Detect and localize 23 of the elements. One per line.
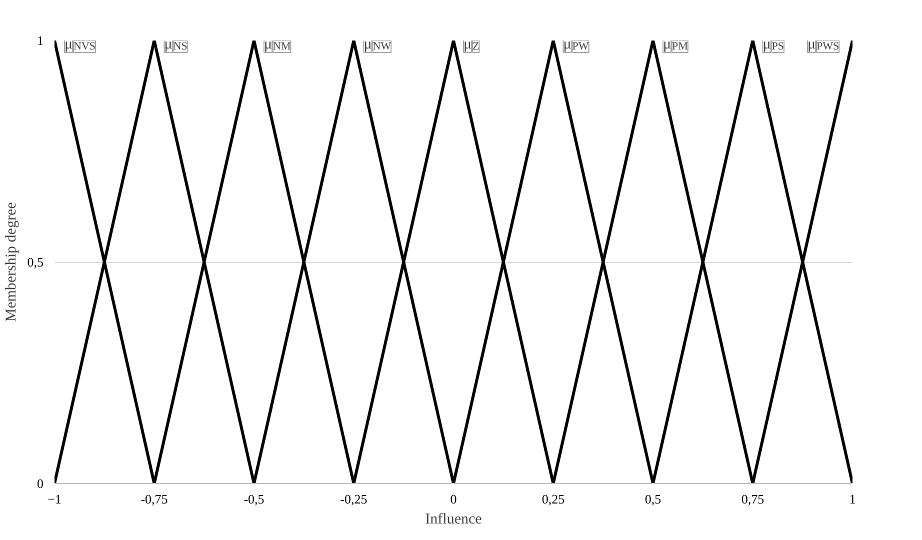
x-tick-label: -0,25 — [340, 492, 368, 506]
series-label: μPM — [663, 36, 688, 52]
x-tick-label: 0,5 — [644, 492, 662, 506]
x-tick-label: 0,25 — [542, 492, 565, 506]
y-axis-title: Membership degree — [3, 202, 20, 322]
series-label: μPW — [563, 36, 590, 52]
series-label: μNW — [364, 36, 392, 52]
x-tick-label: 0 — [450, 492, 457, 506]
x-tick-label: 1 — [849, 492, 856, 506]
x-tick-label: 0,75 — [741, 492, 764, 506]
x-tick-label: -0,5 — [244, 492, 264, 506]
x-tick-label: −1 — [48, 492, 62, 506]
series-label: μNS — [164, 36, 188, 52]
y-tick-label: 0 — [37, 476, 44, 491]
y-tick-label: 0,5 — [27, 254, 44, 270]
series-label: μNM — [264, 36, 291, 52]
series-label: μPS — [762, 36, 784, 52]
series-label: μNVS — [64, 36, 96, 52]
series-label: μPWS — [808, 36, 840, 52]
y-tick-label: 1 — [37, 33, 44, 48]
series-label: μZ — [464, 36, 480, 52]
x-tick-label: -0,75 — [140, 492, 168, 506]
x-axis-title: Influence — [425, 512, 482, 528]
